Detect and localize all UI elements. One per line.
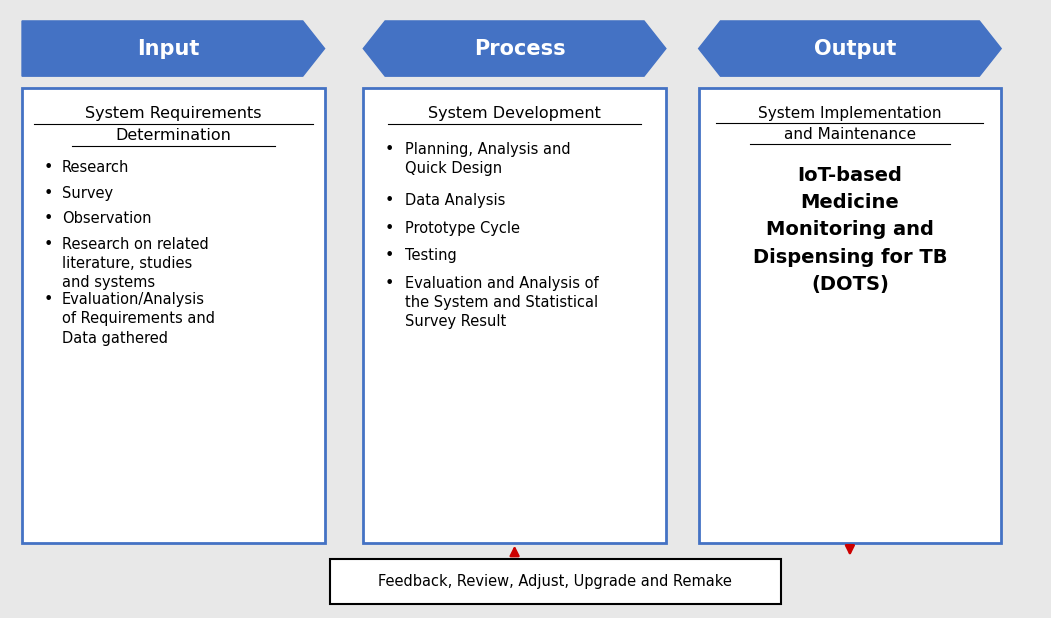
Text: Planning, Analysis and
Quick Design: Planning, Analysis and Quick Design: [405, 142, 571, 176]
Text: Observation: Observation: [62, 211, 151, 226]
Text: •: •: [385, 193, 394, 208]
Text: and Maintenance: and Maintenance: [784, 127, 916, 142]
Polygon shape: [364, 21, 666, 76]
Text: System Implementation: System Implementation: [758, 106, 942, 121]
Polygon shape: [22, 21, 325, 76]
Text: •: •: [44, 160, 54, 175]
Text: Survey: Survey: [62, 185, 112, 201]
Text: System Requirements: System Requirements: [85, 106, 262, 121]
Text: Testing: Testing: [405, 248, 457, 263]
Text: Evaluation/Analysis
of Requirements and
Data gathered: Evaluation/Analysis of Requirements and …: [62, 292, 214, 345]
Text: Input: Input: [137, 38, 199, 59]
FancyBboxPatch shape: [364, 88, 666, 543]
Text: •: •: [44, 292, 54, 307]
Polygon shape: [699, 21, 1002, 76]
Text: Research on related
literature, studies
and systems: Research on related literature, studies …: [62, 237, 208, 290]
Text: Data Analysis: Data Analysis: [405, 193, 506, 208]
FancyBboxPatch shape: [699, 88, 1002, 543]
Text: IoT-based
Medicine
Monitoring and
Dispensing for TB
(DOTS): IoT-based Medicine Monitoring and Dispen…: [753, 166, 947, 294]
Text: •: •: [385, 221, 394, 235]
Text: •: •: [44, 185, 54, 201]
Text: Research: Research: [62, 160, 129, 175]
FancyBboxPatch shape: [330, 559, 781, 604]
FancyBboxPatch shape: [22, 88, 325, 543]
Text: Prototype Cycle: Prototype Cycle: [405, 221, 520, 235]
Text: Feedback, Review, Adjust, Upgrade and Remake: Feedback, Review, Adjust, Upgrade and Re…: [378, 574, 733, 589]
Text: •: •: [385, 142, 394, 157]
Text: System Development: System Development: [428, 106, 601, 121]
Text: •: •: [44, 211, 54, 226]
Text: •: •: [44, 237, 54, 252]
Text: •: •: [385, 248, 394, 263]
Text: •: •: [385, 276, 394, 291]
Text: Evaluation and Analysis of
the System and Statistical
Survey Result: Evaluation and Analysis of the System an…: [405, 276, 599, 329]
Text: Determination: Determination: [116, 128, 231, 143]
Text: Process: Process: [474, 38, 565, 59]
Text: Output: Output: [815, 38, 897, 59]
